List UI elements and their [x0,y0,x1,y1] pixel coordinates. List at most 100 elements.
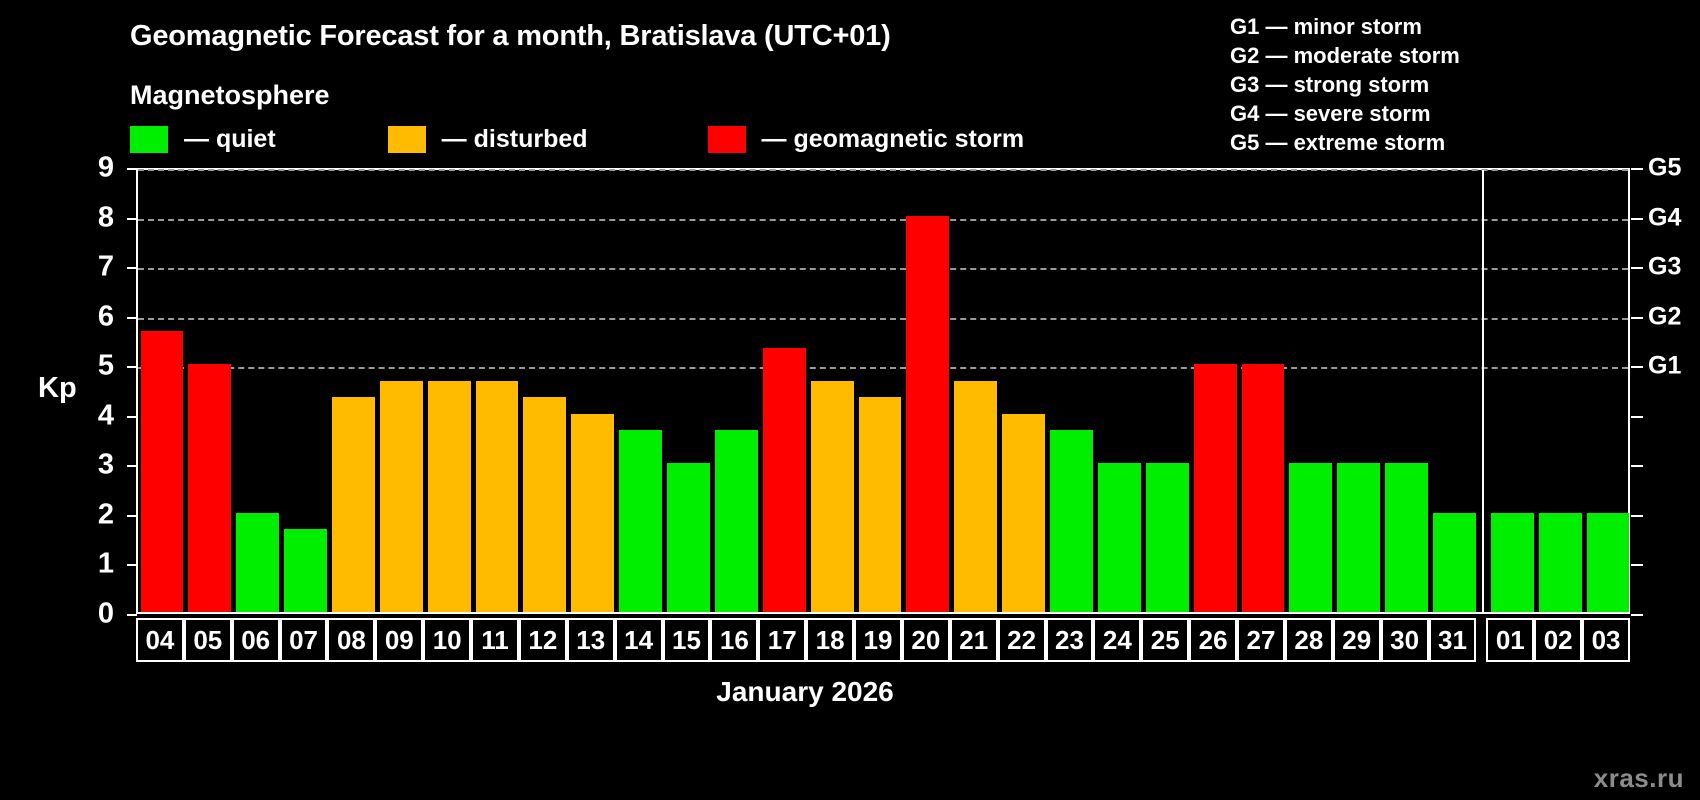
bar-day-08 [331,397,375,612]
g-tick-mark-G1 [1631,366,1643,369]
bar-day-01 [1490,512,1534,612]
magnetosphere-legend: — quiet — disturbed — geomagnetic storm [130,124,1024,154]
y-tick-mark-6 [127,316,137,319]
bar-day-26 [1193,364,1237,612]
g-tick-label-G4: G4 [1648,203,1682,232]
legend-swatch-quiet [130,125,168,153]
plot-area [136,168,1630,614]
x-axis-date-14: 14 [614,618,663,662]
bar-day-03 [1586,512,1630,612]
x-axis-date-06: 06 [231,618,280,662]
bar-day-29 [1337,463,1381,612]
gscale-legend-line-5: G5 — extreme storm [1230,130,1446,155]
y-tick-mark-4 [127,415,137,418]
bar-day-28 [1289,463,1333,612]
bar-day-05 [188,364,232,612]
bar-day-31 [1433,512,1476,612]
bar-day-19 [858,397,902,612]
bar-day-07 [284,529,327,612]
x-axis-date-30: 30 [1380,618,1429,662]
g-tick-label-G5: G5 [1648,153,1682,182]
bar-day-30 [1385,463,1428,612]
g-tick-mark-G2 [1631,316,1643,319]
x-axis-date-28: 28 [1284,618,1333,662]
y-tick-label-2: 2 [97,498,114,531]
bars-container [138,170,1630,612]
y-tick-label-9: 9 [97,151,114,184]
gridline-kp-7 [138,268,1628,271]
bar-day-27 [1241,364,1285,612]
x-axis-date-04: 04 [136,618,184,662]
x-axis-date-09: 09 [375,618,424,662]
bar-day-15 [667,463,710,612]
gscale-legend-line-1: G1 — minor storm [1230,14,1422,39]
x-axis-date-01: 01 [1486,618,1535,662]
bar-day-12 [523,397,567,612]
y-tick-mark-8 [127,217,137,220]
x-axis-date-24: 24 [1093,618,1142,662]
y-tick-label-3: 3 [97,448,114,481]
y-tick-mark-0 [127,614,137,616]
y-tick-mark-1 [127,564,137,567]
x-axis-date-27: 27 [1237,618,1285,662]
x-axis-date-07: 07 [279,618,328,662]
gridline-kp-6 [138,317,1628,320]
x-axis-date-10: 10 [423,618,472,662]
bar-day-02 [1538,512,1582,612]
g-tick-label-G2: G2 [1648,302,1682,331]
magnetosphere-heading: Magnetosphere [130,80,330,110]
bar-day-17 [762,347,806,612]
bar-day-04 [140,331,184,612]
x-axis-date-16: 16 [710,618,759,662]
x-axis-date-labels: 04 05 06 07 08 09 10 11 12 13 14 15 16 17 18 19 20 21 22 23… [136,618,1630,662]
y-tick-mark-9 [127,168,137,170]
y-tick-label-5: 5 [97,349,114,382]
x-axis-date-25: 25 [1141,618,1190,662]
x-axis-date-22: 22 [997,618,1046,662]
x-axis-date-31: 31 [1428,618,1477,662]
g-tick-minor-4 [1631,415,1643,418]
x-axis-date-29: 29 [1332,618,1381,662]
x-axis-date-19: 19 [854,618,902,662]
x-axis-date-03: 03 [1582,618,1630,662]
g-tick-minor-3 [1631,465,1643,468]
gscale-legend: G1 — minor storm G2 — moderate storm G3 — … [1230,12,1460,157]
y-tick-label-8: 8 [97,201,114,234]
y-tick-mark-2 [127,514,137,517]
bar-day-06 [236,512,280,612]
y-tick-label-6: 6 [97,300,114,333]
y-tick-mark-3 [127,465,137,468]
g-tick-label-G3: G3 [1648,252,1682,281]
legend-entry-quiet: — quiet [130,125,276,154]
gscale-legend-line-3: G3 — strong storm [1230,72,1430,97]
bar-day-25 [1145,463,1189,612]
legend-label-disturbed: — disturbed [441,124,588,153]
x-axis-date-13: 13 [566,618,615,662]
bar-day-11 [475,380,519,612]
g-tick-minor-1 [1631,564,1643,567]
g-tick-mark-G3 [1631,267,1643,270]
y-axis-title: Kp [38,372,77,404]
bar-day-09 [379,380,423,612]
x-axis-date-11: 11 [471,618,519,662]
bar-day-10 [427,380,471,612]
y-tick-mark-7 [127,267,137,270]
g-tick-minor-2 [1631,514,1643,517]
g-tick-label-G1: G1 [1648,351,1682,380]
x-axis-date-18: 18 [806,618,855,662]
gridline-kp-5 [138,367,1628,370]
bar-day-14 [619,430,663,612]
x-axis-date-23: 23 [1045,618,1094,662]
x-axis-date-12: 12 [518,618,567,662]
bar-day-18 [810,380,854,612]
gscale-legend-line-2: G2 — moderate storm [1230,43,1460,68]
page-title: Geomagnetic Forecast for a month, Bratis… [130,20,891,52]
bar-day-21 [954,380,998,612]
bar-day-16 [714,430,758,612]
x-axis-date-02: 02 [1534,618,1583,662]
x-axis-date-05: 05 [183,618,232,662]
gscale-legend-line-4: G4 — severe storm [1230,101,1431,126]
bar-day-20 [906,215,950,612]
legend-entry-storm: — geomagnetic storm [707,125,1024,154]
watermark: xras.ru [1593,763,1684,793]
